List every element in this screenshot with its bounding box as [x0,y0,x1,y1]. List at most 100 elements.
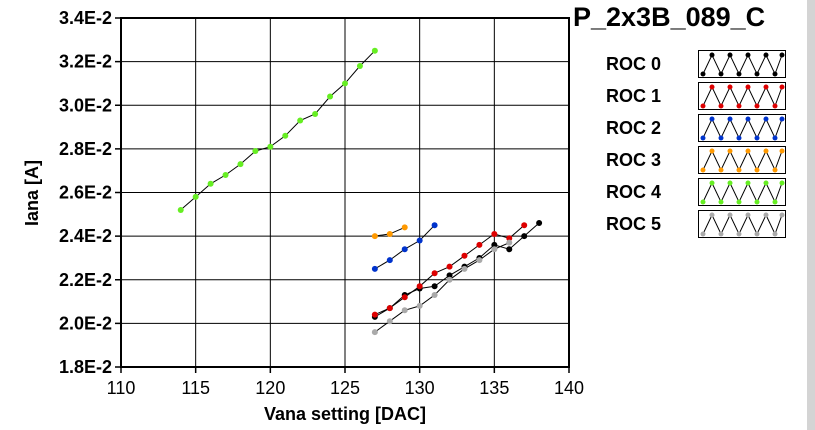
x-tick-label: 110 [107,378,136,398]
window-edge [807,0,815,430]
series-roc-3 [371,224,408,240]
data-point [282,132,289,139]
data-point [491,241,498,248]
data-point [237,161,244,168]
data-point [536,220,543,227]
data-point [521,233,528,240]
data-point [297,117,304,124]
data-point [431,270,438,277]
legend-swatch [698,114,786,142]
data-point [327,93,334,100]
data-point [371,265,378,272]
y-tick-label: 2.4E-2 [59,226,112,246]
y-tick-label: 3.4E-2 [59,8,112,28]
data-point [416,237,423,244]
data-point [371,311,378,318]
data-point [371,47,378,54]
data-point [267,143,274,150]
legend-item: ROC 2 [594,114,807,142]
data-point [491,230,498,237]
series-roc-0 [371,220,543,320]
series-roc-5 [371,239,513,336]
data-series [177,47,543,336]
data-point [506,239,513,246]
y-tick-label: 3.0E-2 [59,95,112,115]
data-point [252,148,259,155]
legend-item: ROC 0 [594,50,807,78]
y-tick-label: 1.8E-2 [59,357,112,377]
data-point [386,305,393,312]
data-point [177,206,184,213]
data-point [431,283,438,290]
data-point [386,257,393,264]
legend-label: ROC 3 [606,150,662,170]
data-point [476,257,483,264]
data-point [476,241,483,248]
series-roc-4 [177,47,378,213]
data-point [401,294,408,301]
data-point [506,235,513,242]
data-point [416,302,423,309]
legend-item: ROC 1 [594,82,807,110]
data-point [401,307,408,314]
data-point [356,62,363,69]
series-line [374,242,510,333]
legend-swatch [698,210,786,238]
legend-swatch [698,146,786,174]
chart-title: P_2x3B_089_C [573,2,766,32]
legend-swatch [698,82,786,110]
x-tick-label: 125 [330,378,360,398]
data-point [446,276,453,283]
x-tick-label: 135 [479,378,509,398]
y-axis-label: Iana [A] [22,160,42,226]
legend-item: ROC 4 [594,178,807,206]
axis-ticks: 110 115 120 125 130 135 140 1.8E-2 2.0E-2 2.2E-2 2… [59,8,584,398]
y-tick-label: 2.2E-2 [59,270,112,290]
data-point [401,246,408,253]
x-axis-label: Vana setting [DAC] [264,404,426,424]
y-tick-label: 2.0E-2 [59,313,112,333]
legend-label: ROC 0 [606,54,662,74]
legend-swatch [698,50,786,78]
data-point [506,246,513,253]
series-roc-1 [371,222,528,318]
y-tick-label: 3.2E-2 [59,52,112,72]
data-point [371,233,378,240]
data-point [431,292,438,299]
data-point [461,265,468,272]
legend-label: ROC 2 [606,118,662,138]
x-tick-label: 120 [255,378,285,398]
data-point [371,329,378,336]
data-point [386,230,393,237]
data-point [207,180,214,187]
legend-item: ROC 3 [594,146,807,174]
y-tick-label: 2.6E-2 [59,183,112,203]
data-point [312,110,319,117]
series-roc-2 [371,222,438,272]
grid-lines [121,18,569,367]
data-point [342,80,348,87]
data-point [446,263,453,270]
y-tick-label: 2.8E-2 [59,139,112,159]
x-tick-label: 115 [181,378,210,398]
legend-swatch [698,178,786,206]
data-point [491,246,498,253]
data-point [386,318,393,325]
data-point [222,172,229,179]
legend: ROC 0 ROC 1 ROC 2 ROC 3 ROC 4 ROC 5 [594,41,807,267]
x-tick-label: 130 [405,378,435,398]
data-point [416,283,423,290]
legend-label: ROC 5 [606,214,662,234]
data-point [401,224,408,231]
legend-label: ROC 4 [606,182,662,202]
series-line [374,222,540,318]
x-tick-label: 140 [554,378,584,398]
data-point [431,222,438,229]
data-point [521,222,528,229]
data-point [461,252,468,259]
data-point [446,272,453,279]
legend-item: ROC 5 [594,210,807,238]
data-point [192,193,199,200]
legend-label: ROC 1 [606,86,662,106]
